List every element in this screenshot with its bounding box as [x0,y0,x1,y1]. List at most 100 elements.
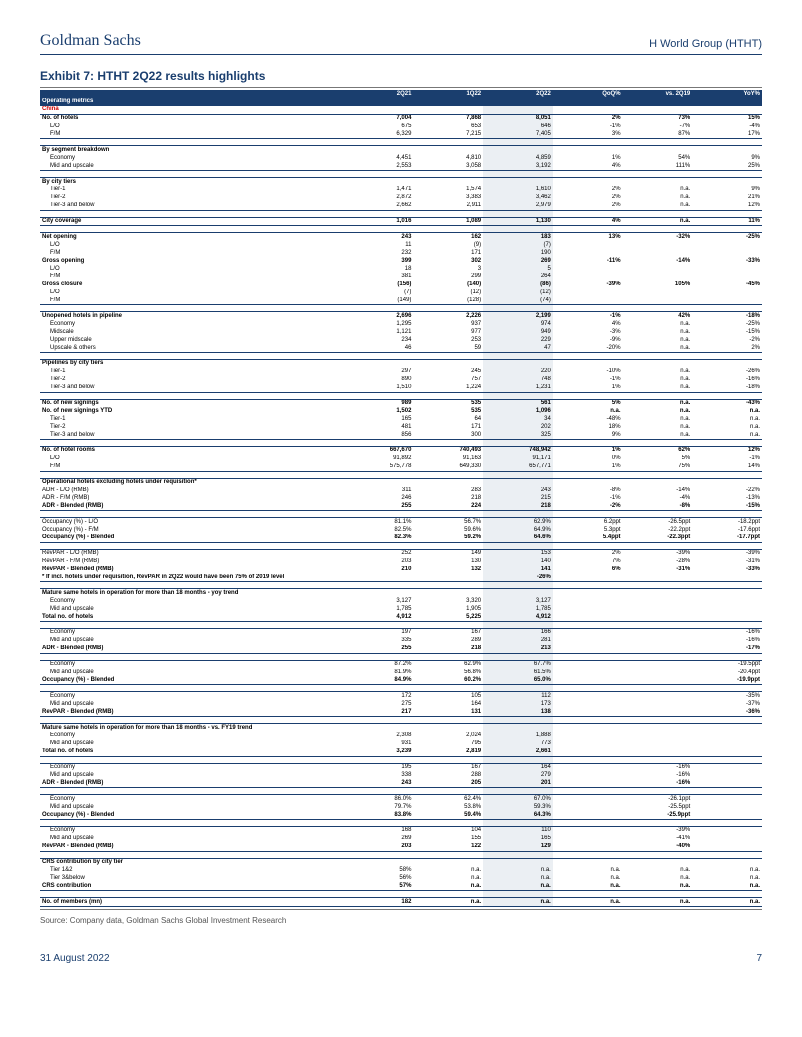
cell: n.a. [692,423,762,431]
cell: -39% [553,281,623,289]
cell: n.a. [413,866,483,874]
cell [692,226,762,233]
cell [553,700,623,708]
cell [344,98,414,106]
cell: -19.9ppt [692,676,762,684]
cell: 91,171 [483,455,553,463]
cell: 65.0% [483,676,553,684]
table-row: F/M6,3297,2157,4053%87%17% [40,130,762,138]
cell [553,748,623,756]
cell [692,478,762,486]
cell: 2% [692,344,762,352]
cell: Upper midscale [40,336,344,344]
cell: -26.1ppt [623,795,693,803]
table-row: No. of hotel rooms667,670740,493748,9421… [40,446,762,454]
cell: 220 [483,368,553,376]
cell: 7% [553,558,623,566]
cell: 218 [413,645,483,653]
cell [344,858,414,866]
cell [553,685,623,692]
cell: 2,662 [344,202,414,210]
cell [692,653,762,660]
cell: 795 [413,740,483,748]
cell: 14% [692,463,762,471]
cell: 81.1% [344,518,414,526]
cell [692,305,762,312]
cell: -33% [692,257,762,265]
col-header: YoY% [692,90,762,98]
cell: 253 [413,336,483,344]
cell [692,891,762,898]
cell [40,439,344,446]
cell: n.a. [623,336,693,344]
cell [692,273,762,281]
cell: 1,016 [344,217,414,226]
cell: n.a. [623,344,693,352]
cell: 57% [344,882,414,890]
cell [553,352,623,359]
cell: 288 [413,771,483,779]
cell [413,210,483,217]
cell [692,106,762,114]
table-row: ADR - Blended (RMB)243205201-16% [40,779,762,787]
cell [692,605,762,613]
cell [553,265,623,273]
cell [40,542,344,549]
cell [692,146,762,154]
cell: 105 [413,692,483,700]
cell: n.a. [692,407,762,415]
cell [623,708,693,716]
cell: -39% [692,549,762,557]
cell: F/M [40,249,344,257]
cell: RevPAR - Blended (RMB) [40,843,344,851]
cell: 2% [553,194,623,202]
cell: n.a. [623,384,693,392]
cell: 3,127 [344,597,414,605]
cell: (7) [344,289,414,297]
cell [344,717,414,724]
cell [344,819,414,826]
col-header: 2Q21 [344,90,414,98]
cell: 59.6% [413,526,483,534]
cell [623,685,693,692]
cell: 54% [623,154,693,162]
cell: 105% [623,281,693,289]
cell: 5,225 [413,613,483,621]
cell [40,621,344,628]
cell: Economy [40,732,344,740]
cell: (140) [413,281,483,289]
cell: 64 [413,415,483,423]
cell [40,471,344,478]
cell: 202 [483,423,553,431]
cell [483,305,553,312]
cell: 62.9% [413,660,483,668]
cell: 203 [344,558,414,566]
cell [413,392,483,399]
cell [623,249,693,257]
cell [692,297,762,305]
cell [623,98,693,106]
table-row: Total no. of hotels3,2392,8192,661 [40,748,762,756]
cell: -48% [553,415,623,423]
cell: 61.5% [483,669,553,677]
cell [692,582,762,589]
cell: 183 [483,233,553,241]
cell [692,289,762,297]
cell: 675 [344,123,414,131]
table-row: Mature same hotels in operation for more… [40,724,762,732]
cell: 155 [413,835,483,843]
cell [553,171,623,178]
cell: 937 [413,320,483,328]
cell: 213 [483,645,553,653]
cell [623,597,693,605]
cell: L/O [40,289,344,297]
cell: 311 [344,487,414,495]
table-row: Mid and upscale79.7%53.8%59.3%-25.5ppt [40,803,762,811]
cell: 1,130 [483,217,553,226]
cell: 5 [483,265,553,273]
cell: -10% [553,368,623,376]
cell: 535 [413,399,483,407]
table-row: Operating metrics [40,98,762,106]
table-row [40,621,762,628]
cell: 75% [623,463,693,471]
